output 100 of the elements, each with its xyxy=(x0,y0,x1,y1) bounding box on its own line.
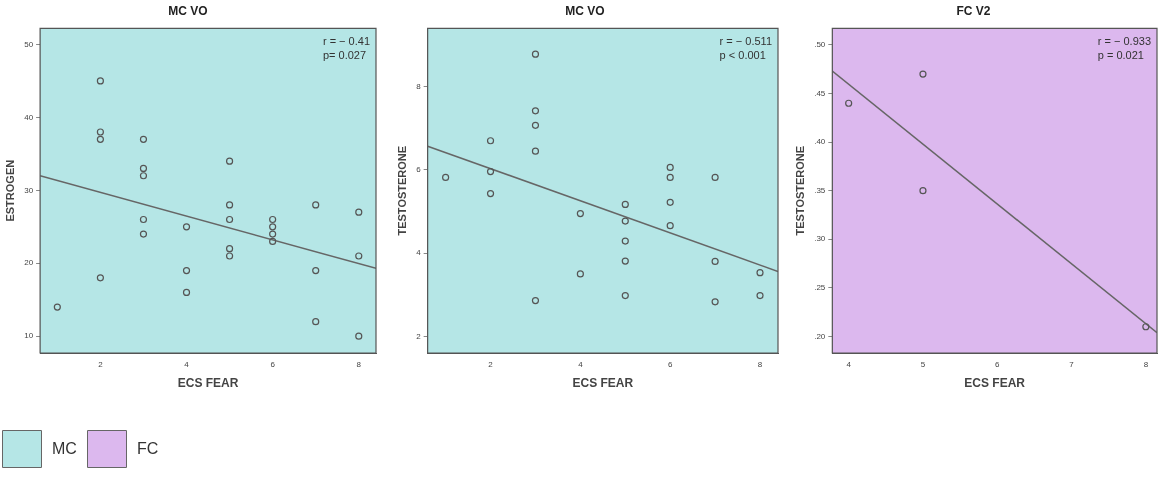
point xyxy=(486,190,495,198)
legend-label: MC xyxy=(52,440,77,458)
x-tick-label: 6 xyxy=(667,360,673,369)
point xyxy=(96,274,104,282)
point xyxy=(919,187,927,195)
y-tick-label: .40 xyxy=(814,137,826,147)
point xyxy=(182,223,191,231)
point xyxy=(1142,323,1150,331)
point xyxy=(711,257,719,266)
point xyxy=(355,252,363,260)
point xyxy=(845,99,853,107)
point xyxy=(621,217,629,225)
y-tick-label: .50 xyxy=(814,40,826,50)
point xyxy=(666,163,674,171)
point xyxy=(225,215,234,224)
x-tick-label: 5 xyxy=(920,360,926,369)
annotation: r = − 0.41 xyxy=(322,34,371,47)
y-tick-label: 20 xyxy=(24,258,34,268)
point xyxy=(269,215,277,224)
y-tick-label: 10 xyxy=(24,331,34,341)
point xyxy=(666,198,674,206)
x-tick-label: 6 xyxy=(995,360,1001,369)
y-tick-label: 30 xyxy=(24,185,34,195)
chart-title: FC V2 xyxy=(956,3,991,18)
x-axis-title: ECS FEAR xyxy=(964,376,1026,391)
y-axis-title: TESTOSTERONE xyxy=(395,145,408,236)
x-tick-label: 2 xyxy=(98,360,104,369)
point xyxy=(225,252,234,260)
x-axis-title: ECS FEAR xyxy=(177,376,239,391)
point xyxy=(576,209,584,218)
point xyxy=(182,288,191,297)
point xyxy=(621,291,629,300)
point xyxy=(225,245,234,253)
point xyxy=(442,173,450,181)
y-tick-label: 8 xyxy=(416,81,422,91)
annotation: r = − 0.511 xyxy=(719,34,772,47)
point xyxy=(225,157,234,165)
point xyxy=(711,173,719,181)
y-tick-label: 50 xyxy=(24,39,34,49)
point xyxy=(621,257,629,265)
y-axis-title: TESTOSTERONE xyxy=(793,145,806,236)
x-tick-label: 8 xyxy=(757,360,763,369)
y-tick-label: 4 xyxy=(416,248,422,258)
y-tick-label: .35 xyxy=(814,185,826,195)
point xyxy=(531,107,540,115)
chart-title: MC VO xyxy=(168,3,208,18)
x-tick-label: 8 xyxy=(356,360,362,369)
point xyxy=(756,291,764,300)
annotation: p= 0.027 xyxy=(322,48,367,61)
point xyxy=(711,298,719,306)
point xyxy=(531,296,540,305)
x-tick-label: 7 xyxy=(1069,360,1075,369)
y-tick-label: .30 xyxy=(814,234,826,244)
point xyxy=(486,167,495,176)
point xyxy=(666,222,674,230)
y-tick-label: .45 xyxy=(814,88,826,98)
point xyxy=(225,201,234,209)
annotation: r = − 0.933 xyxy=(1097,34,1152,47)
point xyxy=(312,201,320,209)
y-tick-label: .25 xyxy=(814,283,826,293)
chart-title: MC VO xyxy=(565,3,605,18)
point xyxy=(139,135,148,143)
y-tick-label: 6 xyxy=(416,165,422,175)
point xyxy=(312,266,320,275)
point xyxy=(756,269,764,277)
point xyxy=(621,237,629,245)
point xyxy=(486,137,495,145)
point xyxy=(53,303,61,311)
point xyxy=(139,164,148,173)
point xyxy=(182,266,191,275)
x-tick-label: 6 xyxy=(270,360,276,369)
point xyxy=(355,332,363,340)
point xyxy=(269,237,277,245)
point xyxy=(139,215,148,224)
x-tick-label: 8 xyxy=(1143,360,1149,369)
point xyxy=(919,70,927,78)
point xyxy=(355,208,363,216)
point xyxy=(139,230,148,238)
point xyxy=(666,173,674,181)
x-tick-label: 4 xyxy=(578,360,584,369)
point xyxy=(139,172,148,180)
y-axis-title: ESTROGEN xyxy=(3,159,16,222)
point xyxy=(96,135,104,143)
point xyxy=(269,230,277,238)
x-tick-label: 4 xyxy=(184,360,190,369)
point xyxy=(621,200,629,209)
x-tick-label: 4 xyxy=(846,360,852,369)
legend-label: FC xyxy=(137,440,159,458)
point xyxy=(96,128,104,136)
x-tick-label: 2 xyxy=(488,360,494,369)
point xyxy=(531,121,540,129)
annotation: p < 0.001 xyxy=(719,48,766,61)
y-tick-label: .20 xyxy=(814,331,826,341)
point xyxy=(96,77,104,85)
point xyxy=(269,223,277,231)
x-axis-title: ECS FEAR xyxy=(572,376,634,391)
point xyxy=(576,270,584,278)
y-tick-label: 40 xyxy=(24,112,34,122)
point xyxy=(312,318,320,326)
annotation: p = 0.021 xyxy=(1097,48,1144,61)
